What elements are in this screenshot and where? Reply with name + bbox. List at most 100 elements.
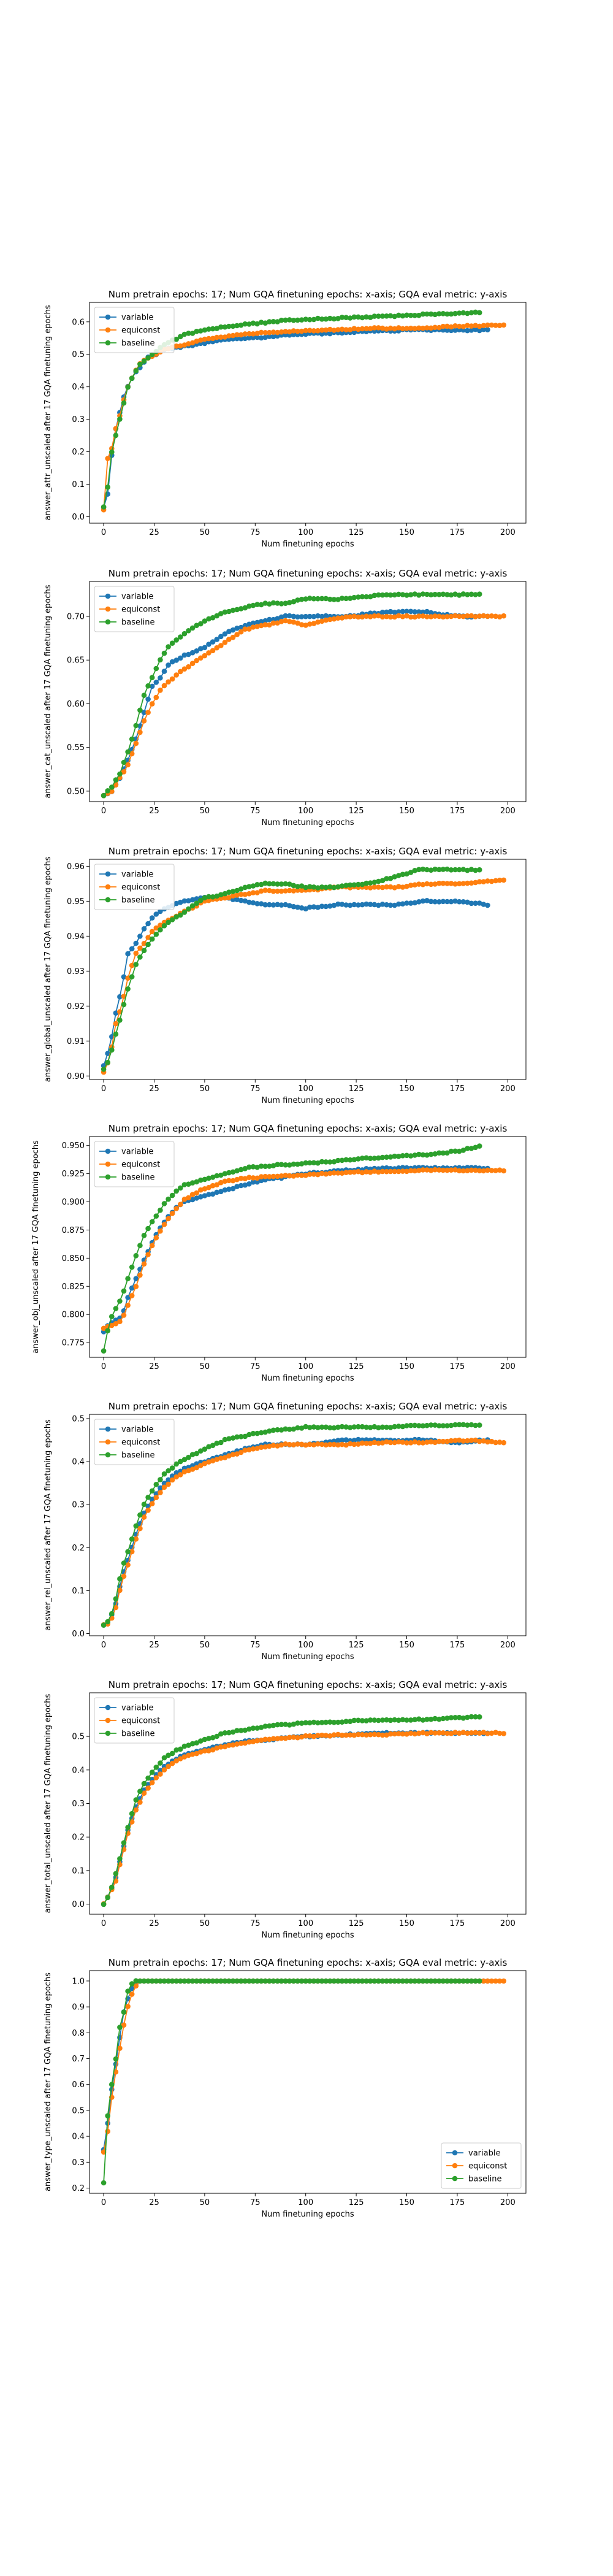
data-point-baseline (295, 1161, 300, 1167)
data-point-baseline (468, 310, 474, 316)
data-point-variable (254, 334, 260, 340)
data-point-baseline (141, 1978, 147, 1984)
data-point-baseline (181, 631, 188, 637)
data-point-equiconst (311, 328, 317, 334)
data-point-baseline (287, 1427, 292, 1432)
legend-box (94, 864, 175, 910)
data-point-variable (230, 627, 236, 633)
data-point-equiconst (105, 456, 110, 461)
data-point-baseline (404, 871, 409, 877)
x-axis-label: Num finetuning epochs (261, 818, 354, 827)
data-point-baseline (356, 881, 361, 887)
data-point-variable (250, 900, 256, 906)
data-point-baseline (364, 880, 369, 886)
data-point-equiconst (436, 1730, 442, 1736)
data-point-equiconst (331, 616, 337, 622)
data-point-baseline (315, 885, 321, 891)
data-point-baseline (371, 313, 378, 319)
data-point-equiconst (497, 1730, 503, 1736)
data-point-equiconst (331, 1170, 337, 1176)
data-point-baseline (230, 323, 236, 329)
data-point-baseline (428, 1151, 434, 1157)
data-point-equiconst (178, 1472, 183, 1478)
data-point-baseline (242, 1727, 248, 1733)
legend-box (94, 1419, 175, 1465)
y-tick-label: 1.0 (72, 1977, 85, 1986)
data-point-equiconst (448, 613, 454, 619)
data-point-equiconst (186, 664, 191, 670)
series-equiconst (101, 1730, 506, 1907)
data-point-equiconst (153, 694, 159, 700)
data-point-baseline (173, 637, 180, 643)
data-point-equiconst (194, 1190, 200, 1196)
data-point-baseline (101, 792, 107, 799)
data-point-equiconst (226, 1742, 232, 1748)
data-point-baseline (452, 1148, 458, 1154)
y-tick-label: 0.96 (67, 862, 85, 872)
data-point-baseline (287, 1162, 292, 1168)
data-point-baseline (262, 320, 268, 326)
data-point-baseline (420, 866, 426, 872)
y-tick-label: 0.5 (72, 1733, 85, 1742)
data-point-equiconst (371, 1731, 378, 1737)
data-point-variable (278, 902, 284, 908)
data-point-baseline (178, 1185, 183, 1191)
data-point-variable (178, 655, 183, 661)
data-point-equiconst (258, 329, 264, 335)
data-point-equiconst (335, 1442, 341, 1448)
data-point-equiconst (396, 884, 402, 889)
data-point-equiconst (125, 975, 131, 981)
data-point-baseline (141, 948, 147, 954)
data-point-baseline (226, 323, 232, 329)
x-tick-label: 75 (250, 1362, 261, 1371)
y-tick-label: 0.5 (72, 1415, 85, 1424)
data-point-equiconst (476, 613, 482, 619)
data-point-baseline (198, 1448, 204, 1454)
data-point-equiconst (161, 1484, 167, 1490)
data-point-baseline (137, 1512, 143, 1518)
data-point-variable (262, 334, 268, 340)
data-point-equiconst (456, 613, 462, 619)
data-point-baseline (392, 592, 397, 598)
data-point-baseline (145, 355, 151, 361)
data-point-equiconst (178, 1756, 183, 1761)
data-point-equiconst (400, 326, 406, 332)
x-tick-label: 100 (298, 528, 313, 537)
data-point-baseline (440, 867, 446, 872)
data-point-equiconst (465, 880, 470, 886)
data-point-equiconst (481, 1438, 487, 1444)
x-tick-label: 200 (500, 807, 516, 816)
data-point-baseline (359, 1424, 365, 1430)
data-point-equiconst (230, 634, 236, 640)
legend-swatch-marker (105, 340, 111, 346)
data-point-equiconst (287, 1173, 292, 1179)
data-point-equiconst (275, 1173, 280, 1179)
data-point-baseline (254, 602, 260, 607)
data-point-equiconst (258, 1174, 264, 1179)
data-point-baseline (468, 591, 474, 597)
data-point-variable (404, 900, 409, 906)
data-point-baseline (367, 594, 373, 600)
data-point-variable (485, 902, 490, 908)
data-point-baseline (141, 692, 147, 698)
data-point-equiconst (359, 1731, 365, 1738)
data-point-baseline (452, 310, 458, 316)
data-point-baseline (246, 604, 252, 609)
data-point-equiconst (153, 925, 159, 931)
plot-frame (89, 1414, 527, 1636)
x-tick-label: 75 (250, 1084, 261, 1094)
data-point-baseline (356, 1978, 361, 1984)
data-point-baseline (416, 1978, 422, 1984)
data-point-equiconst (222, 334, 228, 340)
data-point-equiconst (299, 1734, 305, 1740)
data-point-baseline (452, 1715, 458, 1720)
data-point-baseline (206, 1444, 211, 1450)
series-line-baseline (103, 1716, 480, 1905)
data-point-equiconst (420, 613, 426, 619)
y-tick-label: 0.6 (72, 318, 85, 327)
data-point-equiconst (367, 614, 373, 619)
data-point-variable (468, 328, 474, 333)
data-point-baseline (178, 912, 183, 918)
data-point-equiconst (400, 884, 406, 890)
